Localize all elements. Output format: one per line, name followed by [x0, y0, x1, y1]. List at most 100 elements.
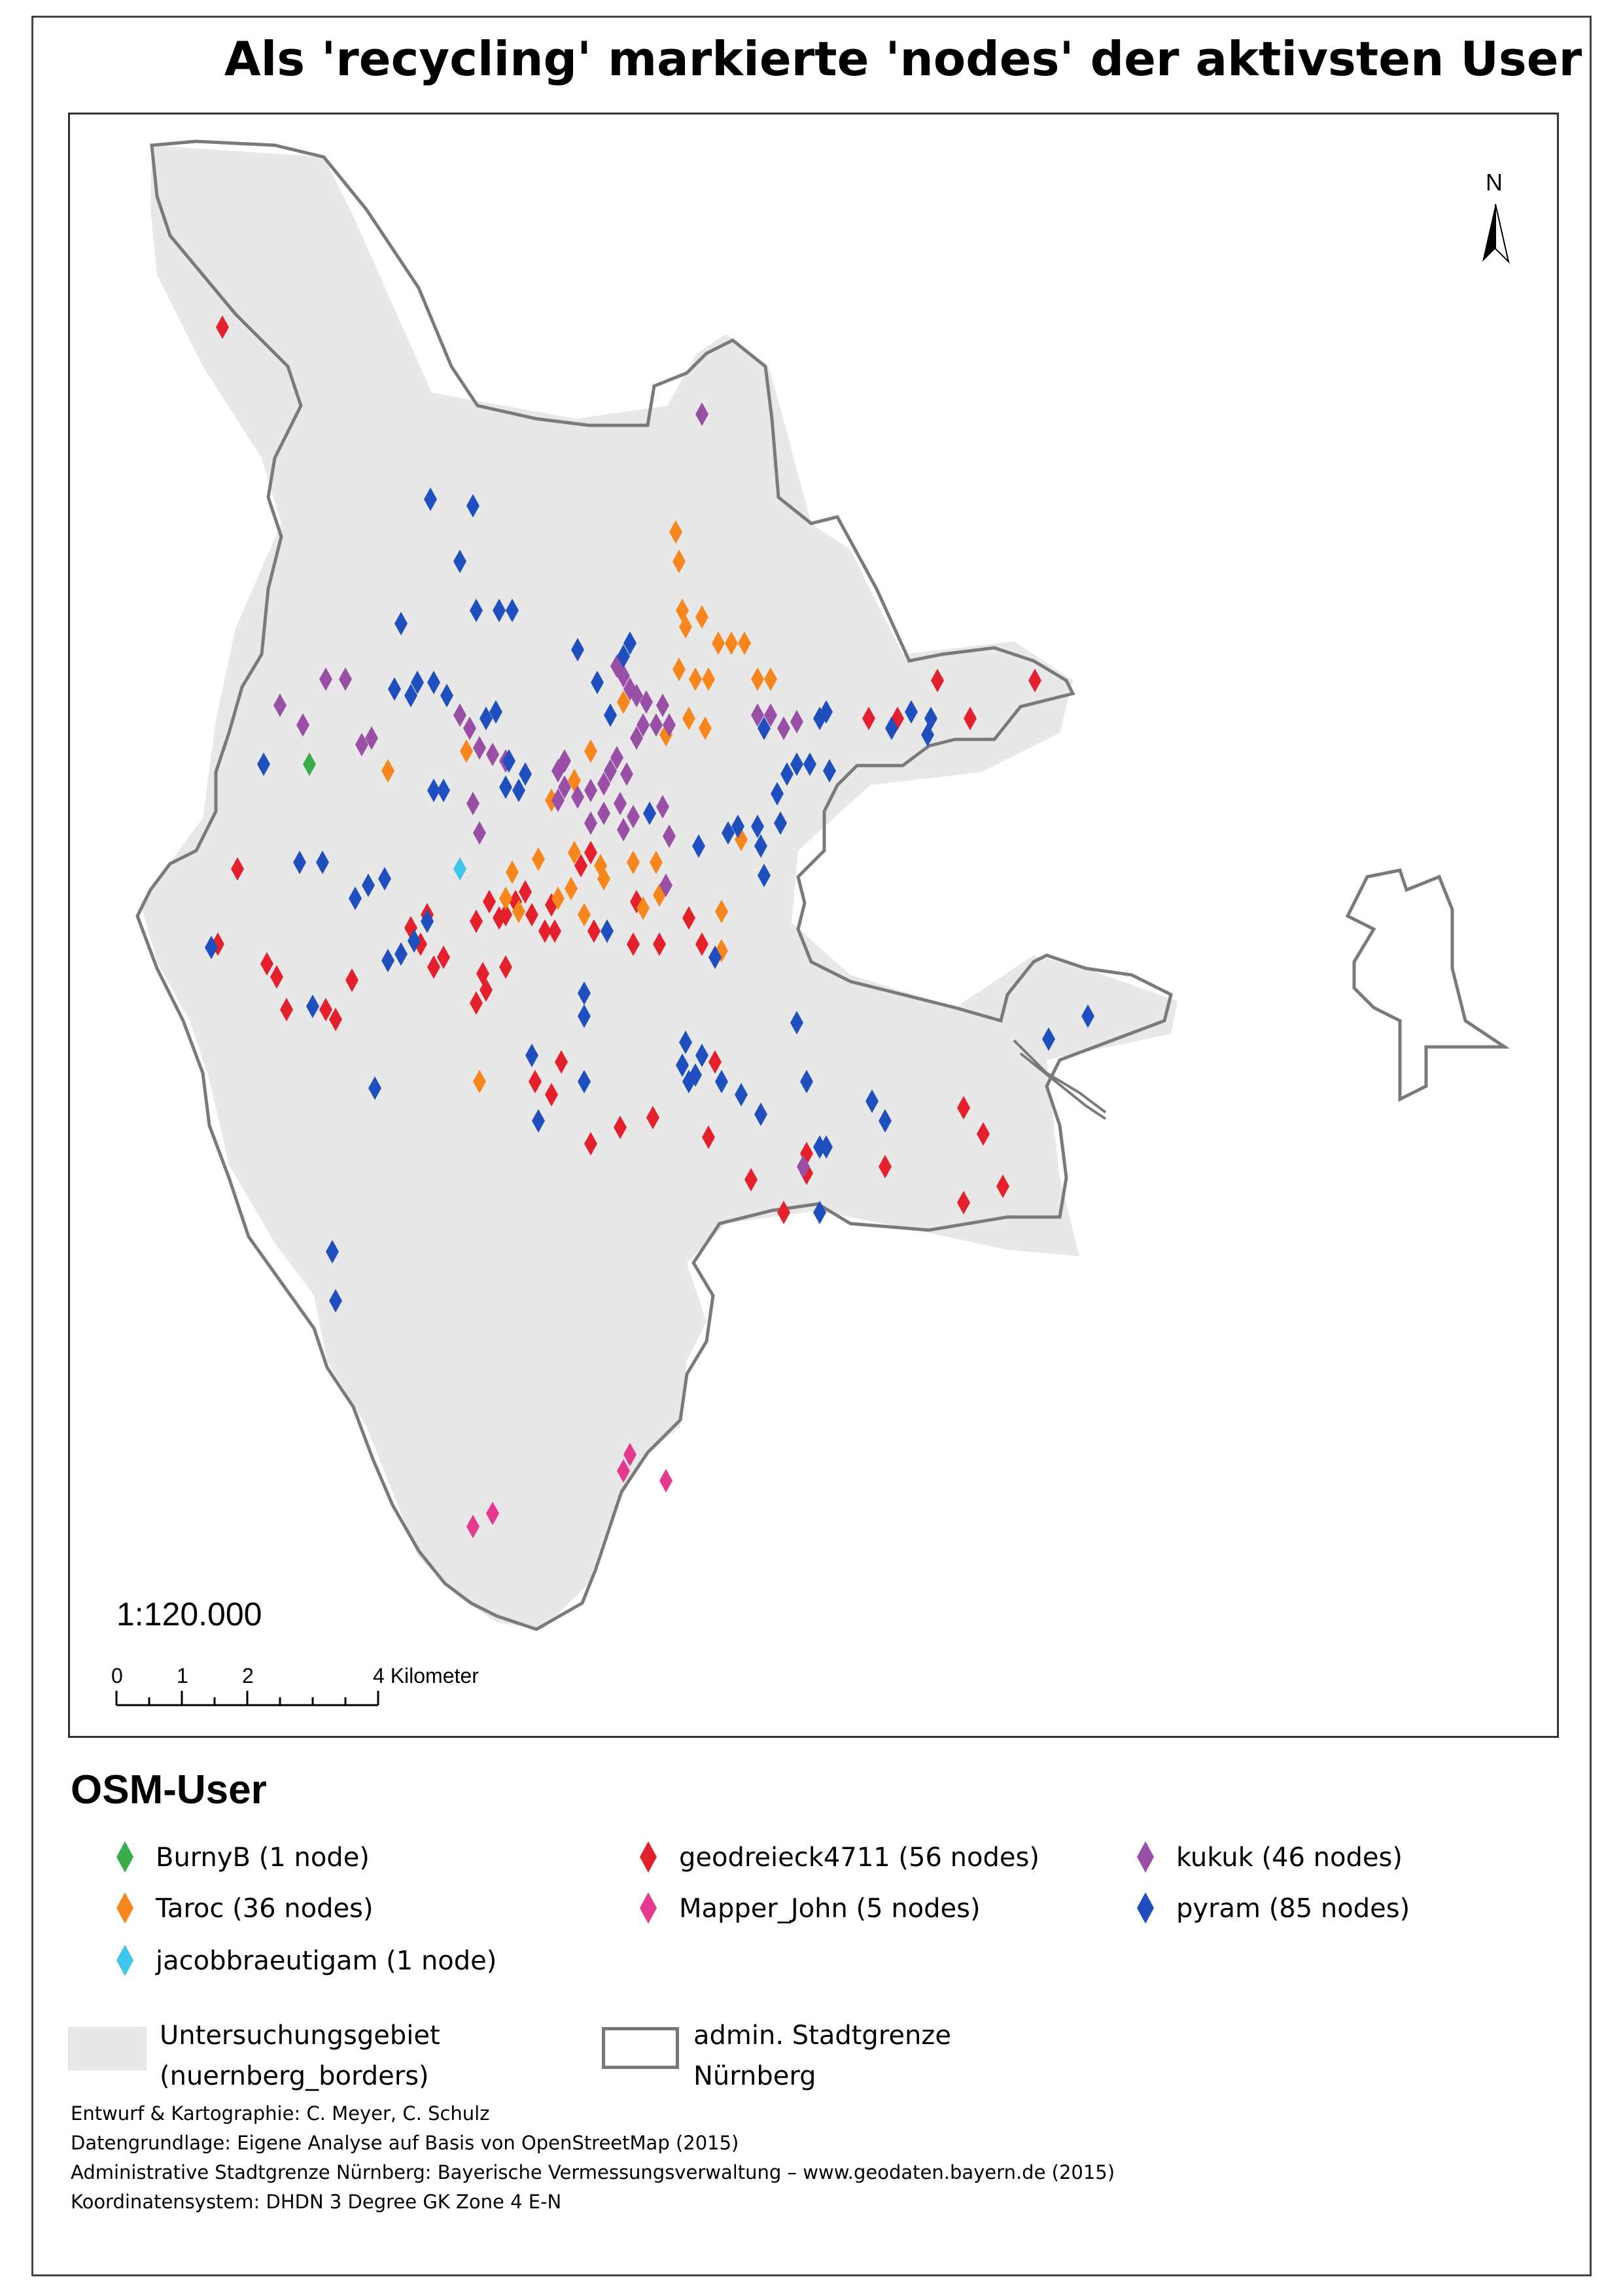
node-kukuk-23: [637, 713, 650, 737]
node-pyram-65: [695, 1044, 708, 1067]
node-kukuk-46: [659, 874, 672, 897]
node-mapper_john-2: [659, 1469, 672, 1492]
node-pyram-80: [578, 981, 591, 1005]
node-geodreieck4711-12: [329, 1008, 342, 1031]
node-pyram-34: [571, 638, 584, 662]
node-geodreieck4711-47: [702, 1125, 715, 1149]
node-geodreieck4711-11: [319, 998, 332, 1021]
node-pyram-0: [424, 487, 437, 511]
node-taroc-9: [689, 667, 702, 691]
node-taroc-16: [617, 690, 630, 714]
node-pyram-35: [591, 671, 604, 694]
legend-symbol-kukuk: [1137, 1841, 1154, 1873]
node-kukuk-8: [463, 716, 476, 740]
node-taroc-13: [699, 716, 712, 740]
legend-symbol-geodreieck4711: [640, 1841, 657, 1873]
node-geodreieck4711-57: [879, 1155, 892, 1178]
node-kukuk-36: [656, 795, 669, 819]
scale-ratio: 1:120.000: [116, 1596, 262, 1633]
node-geodreieck4711-2: [931, 669, 944, 692]
node-pyram-81: [525, 1044, 538, 1067]
node-geodreieck4711-35: [587, 919, 601, 943]
node-pyram-17: [394, 942, 408, 966]
node-pyram-25: [440, 684, 453, 707]
legend-symbol-taroc: [116, 1892, 133, 1924]
node-kukuk-6: [365, 726, 378, 750]
node-pyram-4: [493, 599, 506, 622]
node-kukuk-38: [584, 811, 597, 835]
node-geodreieck4711-39: [682, 906, 695, 930]
node-geodreieck4711-6: [231, 857, 244, 881]
node-taroc-4: [695, 605, 708, 629]
node-pyram-57: [780, 762, 794, 786]
recycling-nodes: [205, 315, 1094, 1538]
node-kukuk-39: [597, 802, 610, 825]
node-taroc-30: [637, 896, 650, 920]
node-taroc-7: [738, 631, 751, 655]
node-geodreieck4711-32: [584, 841, 597, 864]
node-pyram-59: [578, 1070, 591, 1093]
study-area-swatch: [68, 2027, 147, 2070]
node-taroc-17: [584, 739, 597, 763]
node-kukuk-10: [473, 736, 486, 760]
node-pyram-5: [506, 599, 519, 622]
node-pyram-32: [427, 779, 440, 802]
node-kukuk-7: [453, 703, 466, 727]
node-geodreieck4711-0: [216, 315, 229, 339]
node-pyram-61: [679, 1031, 692, 1054]
node-taroc-0: [669, 520, 682, 544]
legend-symbol-burnyb: [116, 1841, 133, 1873]
legend-symbol-pyram: [1137, 1892, 1154, 1924]
node-geodreieck4711-41: [555, 1050, 568, 1074]
node-geodreieck4711-17: [437, 945, 450, 969]
node-taroc-6: [725, 631, 738, 655]
node-kukuk-45: [551, 788, 565, 812]
node-geodreieck4711-55: [957, 1191, 970, 1214]
legend-label-geodreieck4711: geodreieck4711 (56 nodes): [679, 1843, 1039, 1873]
node-geodreieck4711-53: [957, 1096, 970, 1120]
node-pyram-40: [692, 834, 705, 858]
node-geodreieck4711-45: [614, 1116, 627, 1139]
node-geodreieck4711-34: [548, 919, 561, 943]
node-pyram-8: [388, 677, 401, 701]
node-geodreieck4711-38: [653, 932, 666, 956]
node-kukuk-33: [764, 703, 777, 727]
node-taroc-22: [499, 887, 512, 910]
node-kukuk-18: [597, 772, 610, 796]
node-pyram-29: [512, 779, 525, 802]
node-kukuk-31: [656, 694, 669, 717]
node-geodreieck4711-23: [519, 880, 532, 904]
node-geodreieck4711-26: [470, 991, 483, 1015]
node-pyram-50: [823, 759, 836, 783]
node-pyram-21: [306, 995, 319, 1018]
node-geodreieck4711-49: [744, 1168, 758, 1192]
node-geodreieck4711-37: [627, 932, 640, 956]
node-geodreieck4711-9: [270, 965, 283, 989]
credits: Entwurf & Kartographie: C. Meyer, C. Sch…: [71, 2099, 1115, 2217]
node-kukuk-19: [604, 759, 617, 783]
node-pyram-6: [394, 612, 408, 635]
node-pyram-43: [751, 815, 764, 838]
legend-symbol-jacobbraeutigam: [116, 1945, 133, 1976]
node-mapper_john-3: [466, 1515, 480, 1538]
node-pyram-10: [427, 671, 440, 694]
credit-line-1: Entwurf & Kartographie: C. Meyer, C. Sch…: [71, 2102, 490, 2125]
node-pyram-33: [437, 779, 450, 802]
river-line: [1013, 1039, 1107, 1120]
node-pyram-3: [470, 599, 483, 622]
node-pyram-70: [800, 1070, 813, 1093]
node-pyram-12: [293, 851, 306, 874]
node-pyram-44: [754, 834, 767, 858]
node-geodreieck4711-40: [695, 932, 708, 956]
scalebar-label-0: 0: [111, 1664, 123, 1687]
node-pyram-77: [1081, 1004, 1094, 1028]
study-area-label-2: (nuernberg_borders): [160, 2061, 429, 2091]
study-area-label-1: Untersuchungsgebiet: [160, 2021, 440, 2051]
city-border-label-2: Nürnberg: [693, 2061, 816, 2091]
credit-line-2: Datengrundlage: Eigene Analyse auf Basis…: [71, 2132, 739, 2154]
node-geodreieck4711-31: [574, 854, 587, 877]
node-pyram-31: [502, 749, 515, 773]
node-taroc-23: [512, 900, 525, 923]
node-kukuk-5: [355, 733, 368, 756]
